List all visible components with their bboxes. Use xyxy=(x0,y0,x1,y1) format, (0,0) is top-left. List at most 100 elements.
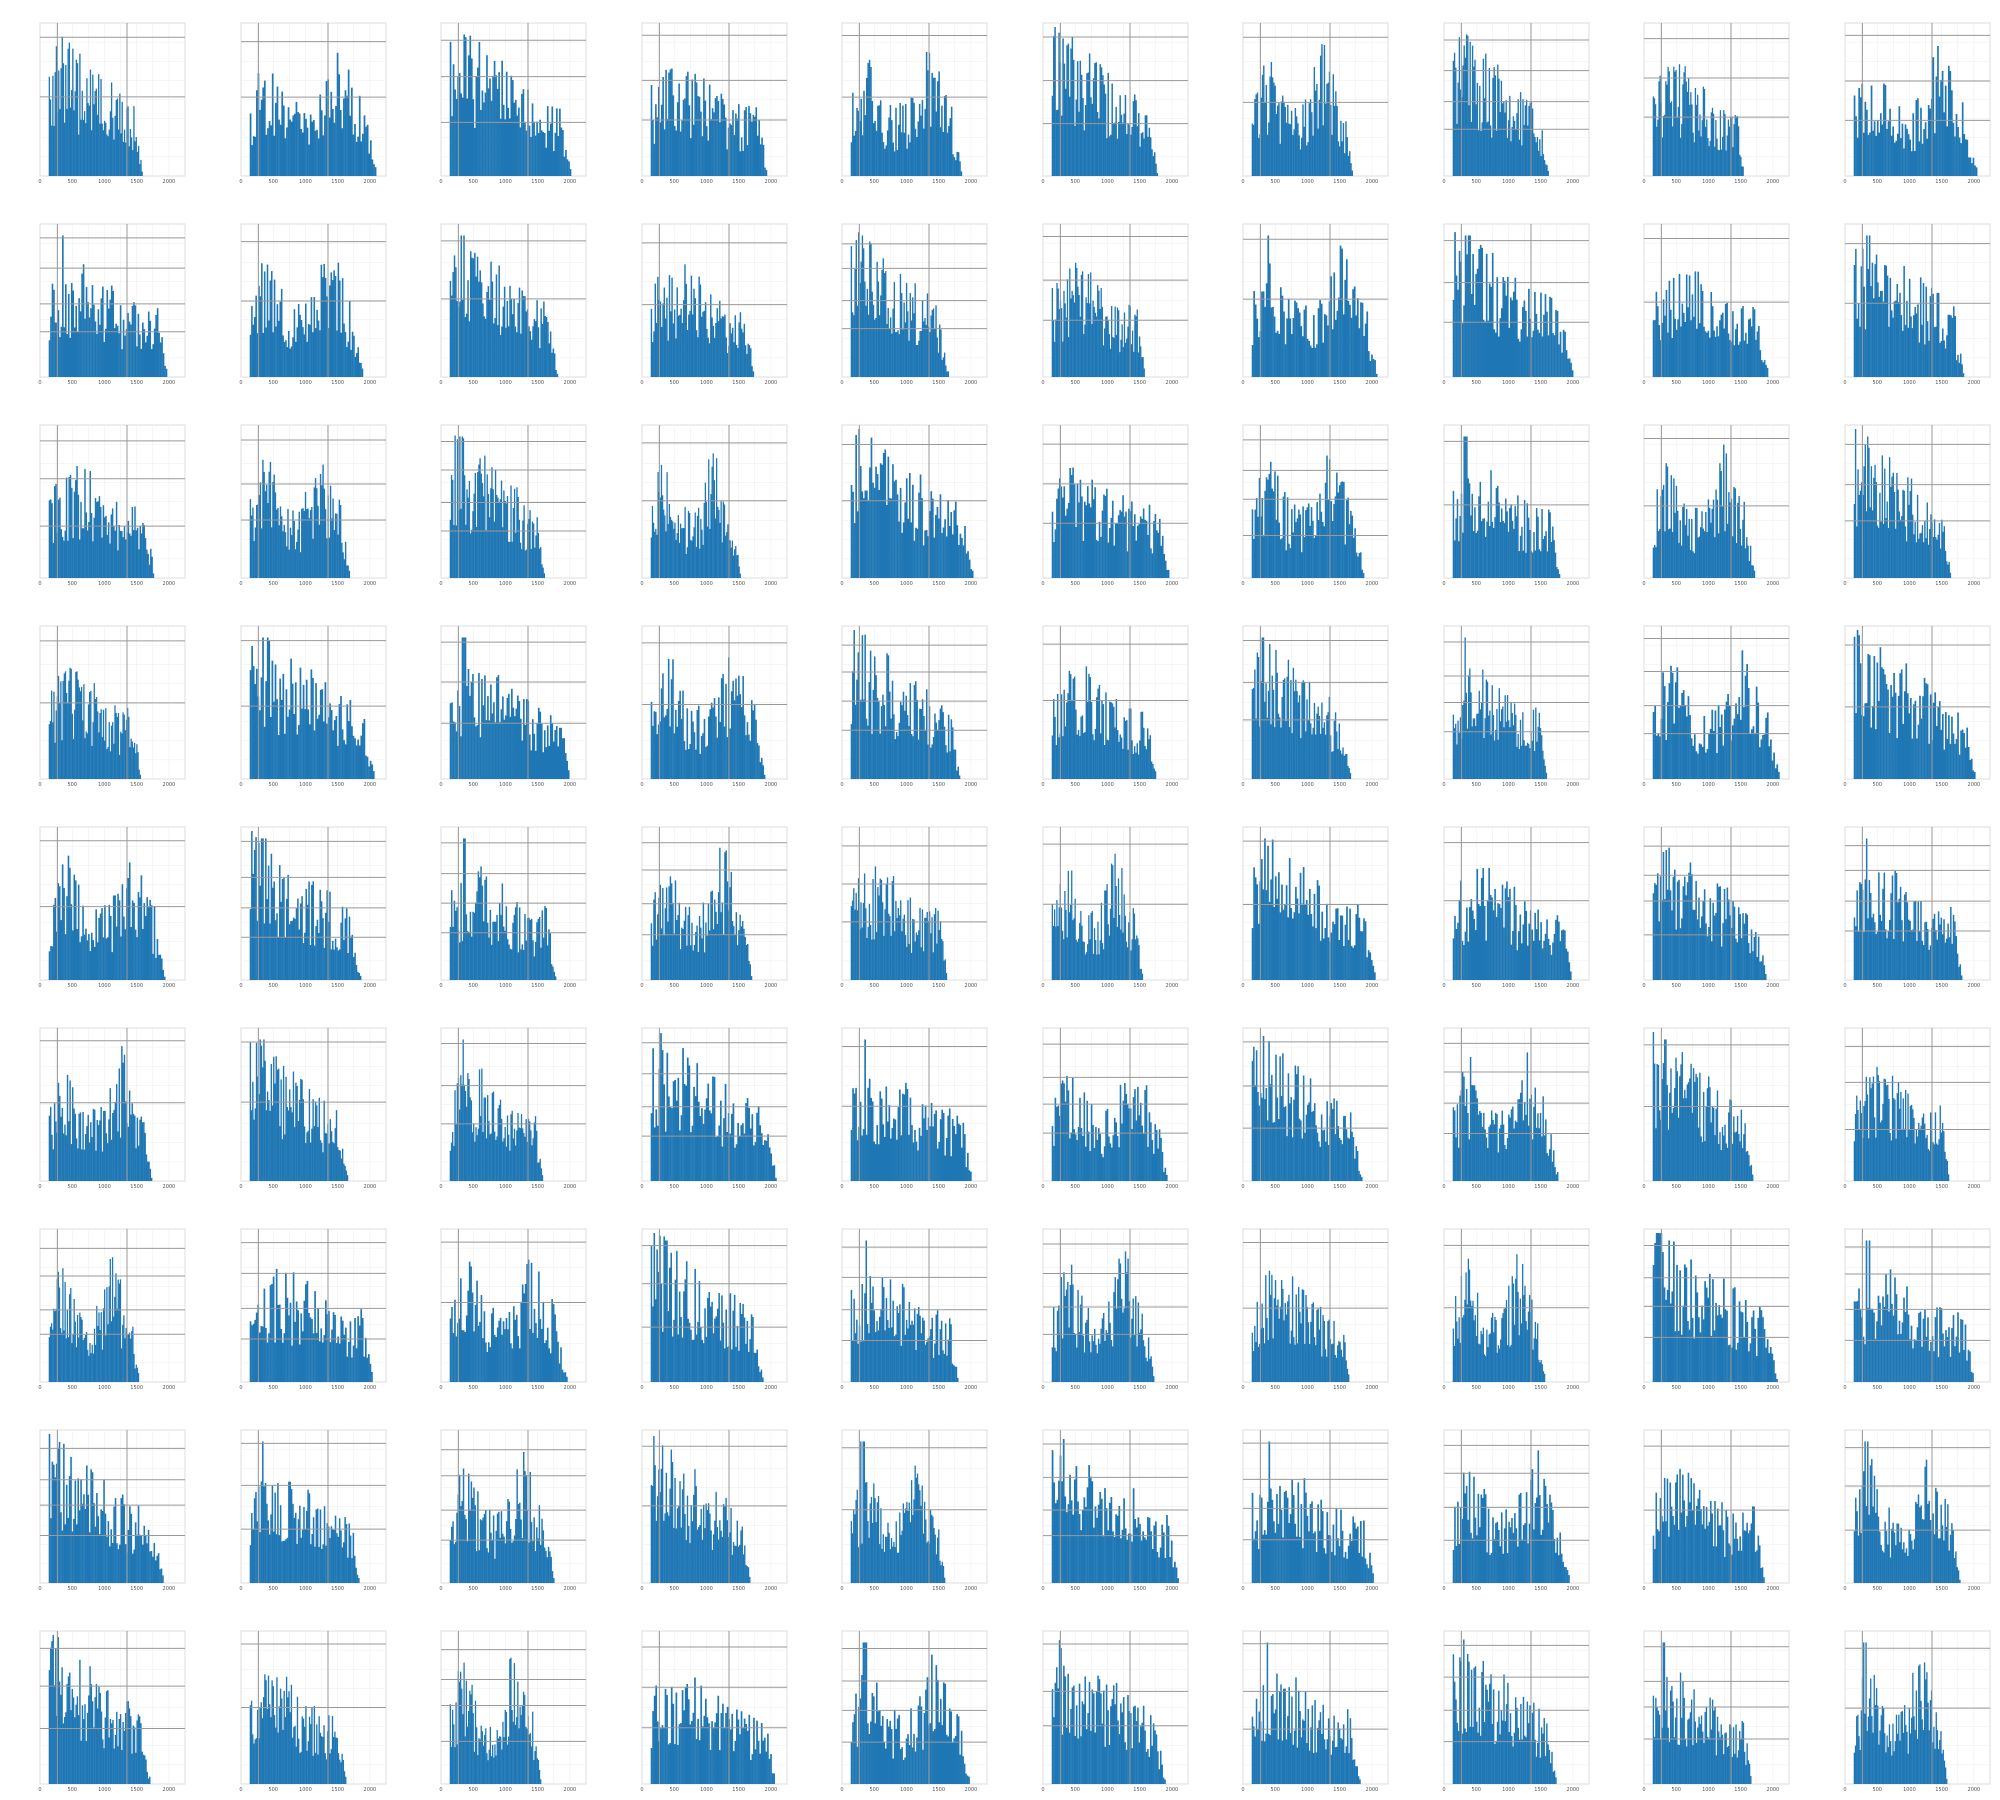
histogram-bar xyxy=(734,315,736,377)
histogram-bar xyxy=(664,531,667,578)
histogram-bar xyxy=(329,91,332,176)
histogram-bar xyxy=(1327,325,1329,377)
histogram-bar xyxy=(1739,719,1742,779)
histogram-bar xyxy=(902,691,905,779)
histogram-bar xyxy=(1703,88,1706,176)
histogram-bar xyxy=(1252,124,1255,176)
histogram-bar xyxy=(1487,715,1489,779)
histogram-bar xyxy=(1890,135,1892,176)
histogram-bar xyxy=(1684,525,1687,578)
histogram-bar xyxy=(106,290,109,377)
histogram-bar xyxy=(139,334,141,377)
histogram-bar xyxy=(1336,731,1338,779)
histogram-bar xyxy=(544,315,546,377)
histogram-bar xyxy=(1502,727,1505,779)
histogram-bar xyxy=(736,695,738,779)
histogram-bar xyxy=(1885,128,1888,176)
x-tick-label: 1000 xyxy=(299,380,312,386)
histogram-bar xyxy=(1266,134,1269,176)
histogram-bar xyxy=(1354,528,1356,578)
histogram-bar xyxy=(671,659,674,779)
x-tick-label: 2000 xyxy=(1566,380,1579,386)
histogram-bar xyxy=(867,725,869,779)
histogram-bar xyxy=(522,89,525,176)
histogram-bar xyxy=(77,884,80,980)
histogram-bar xyxy=(876,261,878,377)
histogram-bar xyxy=(1683,503,1685,578)
histogram-bar xyxy=(1467,235,1469,377)
x-tick-label: 1000 xyxy=(499,581,512,587)
histogram-bar xyxy=(1052,35,1055,176)
histogram-bar xyxy=(1061,497,1064,578)
histogram-bar xyxy=(1736,116,1739,176)
histogram-bar xyxy=(1133,913,1135,980)
histogram-bar xyxy=(336,745,339,779)
histogram-bar xyxy=(1970,758,1973,779)
histogram-bar xyxy=(123,525,126,578)
histogram-bar xyxy=(517,695,519,779)
histogram-bar xyxy=(1531,740,1533,779)
histogram-bar xyxy=(1268,263,1271,377)
histogram-bar xyxy=(1865,511,1867,578)
histogram-bar xyxy=(294,682,297,779)
histogram-bar xyxy=(137,752,139,779)
histogram-bar xyxy=(1063,63,1065,176)
histogram-bar xyxy=(1908,278,1910,377)
histogram-bar xyxy=(953,510,956,578)
histogram-bar xyxy=(327,717,329,779)
x-tick-label: 1500 xyxy=(1935,380,1948,386)
histogram-bar xyxy=(1064,726,1066,779)
histogram-bar xyxy=(303,334,305,377)
histogram-bar xyxy=(1289,124,1292,176)
histogram-bar xyxy=(110,725,113,779)
histogram-bar xyxy=(1282,95,1284,176)
histogram-bar xyxy=(256,920,258,980)
histogram-bar xyxy=(79,311,82,377)
histogram-bar xyxy=(1708,733,1710,779)
histogram-bar xyxy=(1372,358,1375,377)
histogram-bar xyxy=(528,326,530,377)
x-tick-label: 1500 xyxy=(531,782,544,788)
histogram-bar xyxy=(707,716,710,779)
histogram-bar xyxy=(1117,878,1119,980)
histogram-bar xyxy=(1088,303,1090,377)
histogram-bar xyxy=(917,121,920,176)
histogram-bar xyxy=(892,876,895,980)
histogram-bar xyxy=(1124,511,1127,578)
histogram-bar xyxy=(61,864,64,980)
histogram-bar xyxy=(681,929,684,980)
histogram-bar xyxy=(1675,70,1677,176)
histogram-bar xyxy=(937,352,940,377)
histogram-bar xyxy=(319,473,321,578)
histogram-bar xyxy=(904,322,907,377)
histogram-bar xyxy=(1095,697,1098,779)
histogram-bar xyxy=(309,114,312,176)
histogram-bar xyxy=(90,130,93,176)
histogram-bar xyxy=(1873,264,1876,377)
histogram-bar xyxy=(507,541,510,578)
histogram-bar xyxy=(1301,137,1303,176)
histogram-bar xyxy=(449,41,452,177)
histogram-bar xyxy=(1494,332,1497,377)
histogram-bar xyxy=(249,499,251,578)
histogram-bar xyxy=(461,940,464,980)
histogram-bar xyxy=(1130,740,1133,779)
x-tick-label: 1500 xyxy=(130,179,143,185)
histogram-bar xyxy=(703,310,705,377)
histogram-bar xyxy=(1698,743,1701,779)
histogram-bar xyxy=(691,721,694,779)
histogram-bar xyxy=(51,690,53,779)
histogram-bar xyxy=(1279,143,1281,176)
histogram-bar xyxy=(565,149,567,176)
histogram-bar xyxy=(455,98,458,176)
histogram-bar xyxy=(279,506,281,578)
histogram-panel-41: 0 500 1000 1500 2000 xyxy=(35,826,190,992)
histogram-bar xyxy=(695,925,698,980)
histogram-bar xyxy=(530,918,533,980)
histogram-bar xyxy=(359,141,362,176)
histogram-bar xyxy=(731,327,733,377)
histogram-bar xyxy=(1696,507,1698,578)
histogram-bar xyxy=(1265,477,1268,578)
histogram-bar xyxy=(910,734,913,779)
histogram-bar xyxy=(713,337,715,377)
